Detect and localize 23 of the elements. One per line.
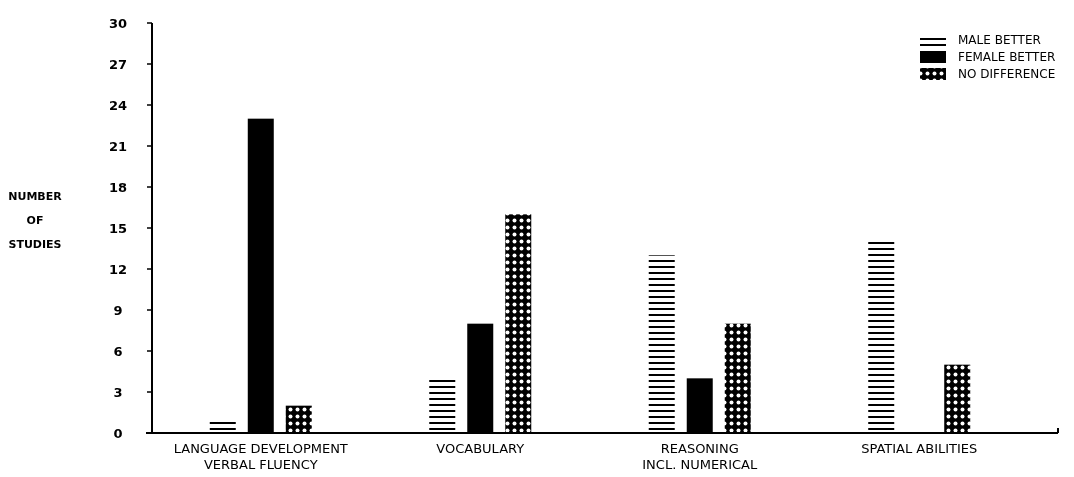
y-tick-label: 15 [108,220,128,236]
y-axis-title: NUMBER OF STUDIES [8,190,63,251]
y-tick-label: 9 [113,302,123,318]
y-tick-label: 30 [108,15,128,31]
legend-label: FEMALE BETTER [958,50,1056,65]
legend-label: MALE BETTER [958,33,1041,48]
bar [724,323,751,433]
x-tick-label: LANGUAGE DEVELOPMENT VERBAL FLUENCY [173,441,348,472]
y-tick-label: 3 [113,384,123,400]
y-tick-label: 24 [108,97,128,113]
bar [944,364,971,433]
y-tick-label: 27 [108,56,128,72]
y-tick-label: 12 [108,261,128,277]
x-tick-label: VOCABULARY [436,441,525,456]
y-tick-label: 6 [113,343,123,359]
bar [505,214,532,433]
legend-label: NO DIFFERENCE [958,67,1056,82]
y-tick-label: 21 [108,138,128,154]
y-tick-label: 18 [108,179,128,195]
x-tick-label: SPATIAL ABILITIES [861,441,978,456]
y-tick-label: 0 [113,425,123,441]
x-tick-label: REASONING INCL. NUMERICAL [642,441,758,472]
bar [285,405,312,433]
